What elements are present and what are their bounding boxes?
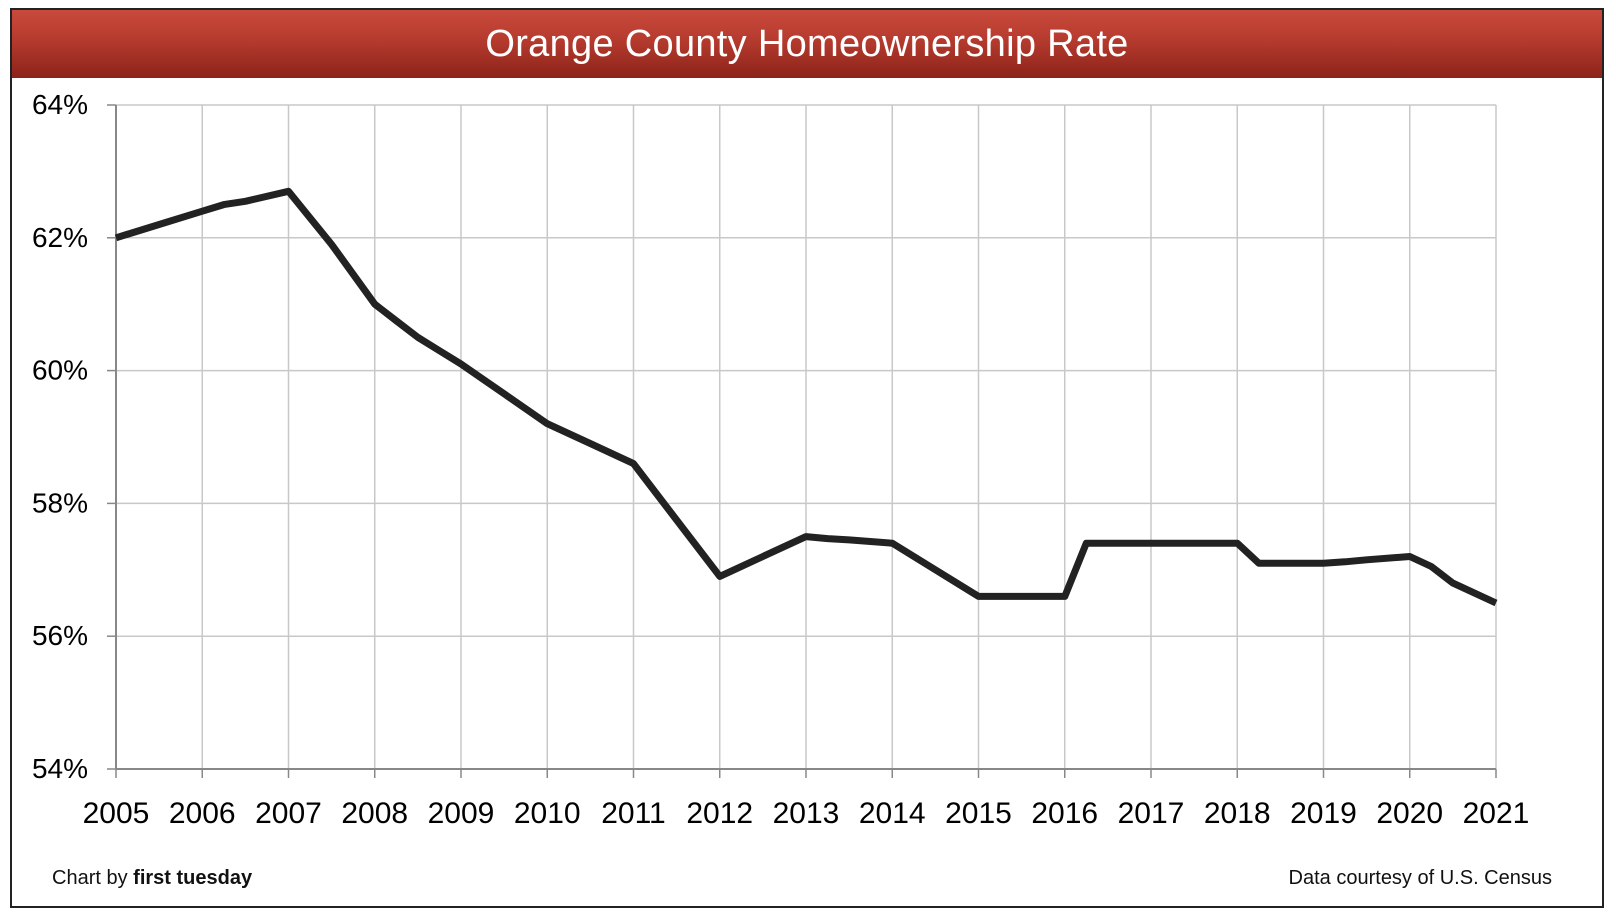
axes [107, 104, 1497, 778]
x-tick-label: 2009 [428, 797, 495, 830]
tick-labels: 64% 62% 60% 58% 56% 54% 2005 2006 2007 2008 2009 20… [32, 89, 1529, 830]
x-tick-label: 2012 [686, 797, 753, 830]
x-tick-label: 2014 [859, 797, 926, 830]
series-line [114, 187, 1498, 607]
x-tick-label: 2019 [1290, 797, 1357, 830]
chart-plot: 64% 62% 60% 58% 56% 54% 2005 2006 2007 2008 2009 20… [32, 89, 1529, 830]
x-tick-label: 2020 [1376, 797, 1443, 830]
x-tick-label: 2018 [1204, 797, 1271, 830]
x-tick-label: 2007 [255, 797, 322, 830]
x-tick-label: 2010 [514, 797, 581, 830]
grid-lines [116, 104, 1497, 769]
chart-credit-prefix: Chart by [52, 867, 134, 889]
chart-frame: Orange County Homeownership Rate 64% 62% 6… [10, 8, 1604, 908]
chart-credit: Chart by first tuesday [52, 867, 252, 890]
x-tick-label: 2017 [1118, 797, 1185, 830]
x-tick-label: 2013 [773, 797, 840, 830]
x-tick-label: 2006 [169, 797, 236, 830]
x-tick-label: 2016 [1031, 797, 1098, 830]
y-tick-label: 62% [32, 222, 88, 253]
y-tick-label: 54% [32, 753, 88, 784]
series-layer [114, 187, 1498, 607]
chart-title-bar: Orange County Homeownership Rate [12, 10, 1602, 78]
x-tick-label: 2021 [1463, 797, 1530, 830]
x-tick-label: 2005 [83, 797, 150, 830]
x-tick-label: 2008 [341, 797, 408, 830]
y-tick-label: 58% [32, 487, 88, 518]
chart-title: Orange County Homeownership Rate [485, 22, 1129, 65]
data-source: Data courtesy of U.S. Census [1288, 867, 1552, 889]
y-tick-label: 60% [32, 355, 88, 386]
x-tick-label: 2011 [601, 797, 666, 830]
x-tick-label: 2015 [945, 797, 1012, 830]
chart-credit-name: first tuesday [133, 867, 253, 889]
y-tick-label: 64% [32, 89, 88, 120]
y-tick-label: 56% [32, 620, 88, 651]
